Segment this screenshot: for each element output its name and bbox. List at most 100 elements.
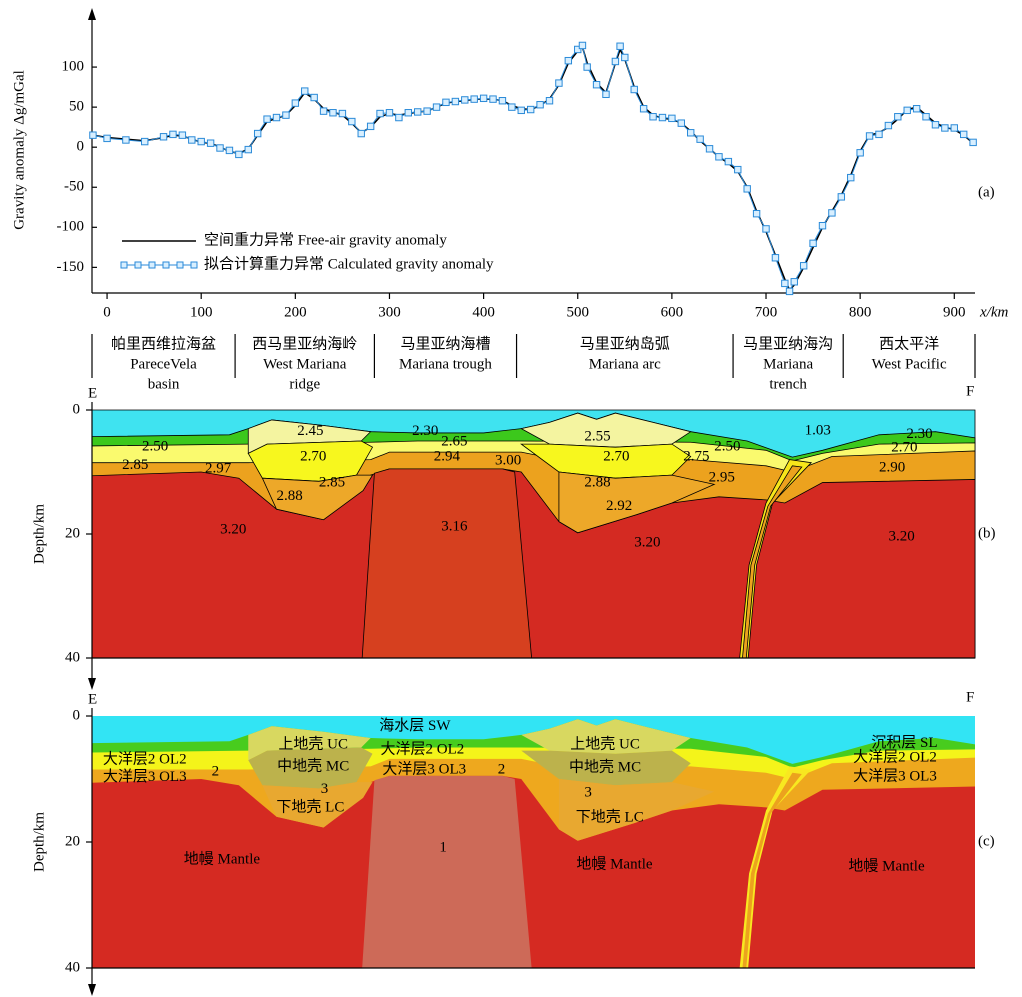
marker [170, 131, 176, 137]
marker [226, 147, 232, 153]
marker [443, 99, 449, 105]
marker [556, 80, 562, 86]
series-line [93, 47, 973, 290]
marker [396, 114, 402, 120]
layer-label: 2.65 [441, 434, 467, 450]
marker [744, 186, 750, 192]
marker [499, 98, 505, 104]
marker [302, 88, 308, 94]
y-axis-label: Depth/km [31, 504, 47, 564]
layer-label: 2.88 [277, 488, 303, 504]
y-tick-label: 0 [77, 139, 85, 155]
marker [716, 154, 722, 160]
marker [537, 102, 543, 108]
marker [791, 279, 797, 285]
layer-label: 2.85 [122, 457, 148, 473]
marker [339, 110, 345, 116]
x-tick-label: 900 [943, 304, 966, 320]
region-label: West Mariana [263, 356, 347, 372]
marker [254, 130, 260, 136]
marker [518, 107, 524, 113]
region-label: 西马里亚纳海岭 [252, 335, 357, 352]
x-tick-label: 500 [566, 304, 589, 320]
marker [386, 110, 392, 116]
layer-label: 1 [439, 840, 447, 856]
marker [584, 64, 590, 70]
legend-label: 拟合计算重力异常 Calculated gravity anomaly [204, 254, 494, 272]
marker [819, 223, 825, 229]
region-label: Mariana trough [399, 356, 492, 372]
marker [669, 115, 675, 121]
x-tick-label: 0 [103, 304, 111, 320]
marker [885, 122, 891, 128]
marker [617, 43, 623, 49]
marker [104, 135, 110, 141]
marker [283, 112, 289, 118]
axis-arrow [88, 8, 96, 20]
marker [593, 82, 599, 88]
y-tick-label: 20 [65, 833, 80, 849]
region-label: Mariana arc [589, 356, 661, 372]
x-tick-label: 200 [284, 304, 307, 320]
marker [612, 58, 618, 64]
marker [189, 137, 195, 143]
marker [631, 86, 637, 92]
marker [640, 106, 646, 112]
marker [160, 134, 166, 140]
layer-body [92, 776, 975, 968]
marker [142, 138, 148, 144]
x-tick-label: 300 [378, 304, 401, 320]
marker [433, 104, 439, 110]
layer-label: 2.50 [142, 439, 168, 455]
layer-label: 2.55 [584, 429, 610, 445]
legend-marker [135, 262, 141, 268]
marker [509, 104, 515, 110]
marker [245, 146, 251, 152]
layer-label: 沉积层 SL [871, 734, 937, 751]
layer-label: 2.92 [606, 498, 632, 514]
y-tick-label: -100 [57, 219, 85, 235]
layer-label: 中地壳 MC [277, 757, 349, 774]
marker [377, 110, 383, 116]
layer-label: 2.70 [300, 449, 326, 465]
marker [462, 97, 468, 103]
layer-label: 3 [321, 781, 329, 797]
region-label: 马里亚纳岛弧 [580, 335, 670, 352]
layer-label: 大洋层2 OL2 [381, 740, 465, 757]
layer-label: 2.30 [412, 423, 438, 439]
marker [236, 151, 242, 157]
axis-arrow [88, 678, 96, 690]
marker [480, 95, 486, 101]
layer-label: 大洋层3 OL3 [853, 768, 937, 785]
marker [330, 110, 336, 116]
layer-label: 3.00 [495, 452, 521, 468]
region-label: 马里亚纳海沟 [743, 335, 833, 352]
legend-marker [177, 262, 183, 268]
layer-label: 上地壳 UC [278, 735, 348, 752]
layer-body [362, 469, 531, 658]
marker [876, 131, 882, 137]
legend-label: 空间重力异常 Free-air gravity anomaly [204, 231, 447, 248]
marker [678, 120, 684, 126]
end-label: F [966, 689, 974, 705]
layer-label: 大洋层2 OL2 [853, 749, 937, 766]
marker [800, 263, 806, 269]
layer-body [92, 469, 975, 658]
y-tick-label: -150 [57, 259, 85, 275]
y-axis-label: Depth/km [31, 812, 47, 872]
marker [753, 210, 759, 216]
marker [207, 140, 213, 146]
region-label: 帕里西维拉海盆 [111, 335, 216, 352]
layer-label: 地幔 Mantle [848, 858, 925, 875]
marker [264, 116, 270, 122]
marker [725, 158, 731, 164]
marker [782, 280, 788, 286]
marker [622, 54, 628, 60]
marker [961, 131, 967, 137]
marker [90, 132, 96, 138]
x-tick-label: 100 [190, 304, 213, 320]
region-label: basin [148, 376, 180, 392]
layer-label: 大洋层2 OL2 [103, 751, 187, 768]
layer-label: 2 [212, 764, 220, 780]
layer-label: 地幔 Mantle [576, 856, 653, 873]
